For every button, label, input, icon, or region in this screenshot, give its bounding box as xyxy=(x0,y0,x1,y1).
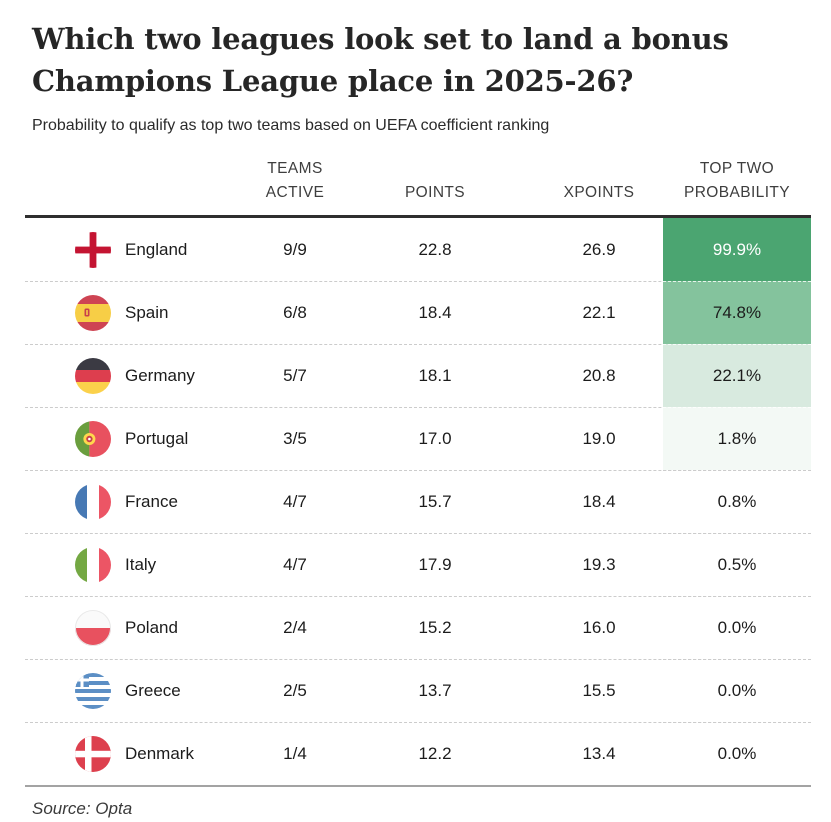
xpoints-value: 20.8 xyxy=(582,366,616,386)
country-label: Germany xyxy=(125,366,195,386)
points-value: 17.0 xyxy=(418,429,452,449)
teams-active-value: 2/5 xyxy=(283,681,307,701)
country-label: Poland xyxy=(125,618,178,638)
header-xpoints: XPOINTS xyxy=(563,184,635,202)
points-value: 18.4 xyxy=(418,303,452,323)
points-value: 17.9 xyxy=(418,555,452,575)
table-row: Greece 2/5 13.7 15.5 0.0% xyxy=(25,659,811,722)
points-value: 18.1 xyxy=(418,366,452,386)
england-flag-icon xyxy=(75,232,111,268)
table-header-row: TEAMS ACTIVE POINTS XPOINTS TOP TWO PROB… xyxy=(25,157,811,219)
table-row: Portugal 3/5 17.0 19.0 1.8% xyxy=(25,407,811,471)
flag-cell xyxy=(25,218,125,281)
top-two-probability-value: 1.8% xyxy=(663,407,811,471)
teams-active-value: 9/9 xyxy=(283,239,307,259)
points-value: 15.7 xyxy=(418,492,452,512)
xpoints-value: 13.4 xyxy=(582,744,616,764)
source-credit: Source: Opta xyxy=(32,799,133,819)
top-two-probability-value: 0.0% xyxy=(663,659,811,722)
xpoints-value: 19.0 xyxy=(582,429,616,449)
xpoints-value: 22.1 xyxy=(582,303,616,323)
header-teams-active: TEAMS ACTIVE xyxy=(265,160,325,202)
points-value: 22.8 xyxy=(418,239,452,259)
xpoints-value: 19.3 xyxy=(582,555,616,575)
xpoints-value: 15.5 xyxy=(582,681,616,701)
country-label: Spain xyxy=(125,303,169,323)
table-row: Italy 4/7 17.9 19.3 0.5% xyxy=(25,533,811,596)
flag-cell xyxy=(25,471,125,533)
flag-cell xyxy=(25,660,125,722)
page-subtitle: Probability to qualify as top two teams … xyxy=(32,117,550,135)
flag-cell xyxy=(25,408,125,470)
teams-active-value: 5/7 xyxy=(283,366,307,386)
country-label: Denmark xyxy=(125,744,194,764)
country-label: Italy xyxy=(125,555,157,575)
xpoints-value: 18.4 xyxy=(582,492,616,512)
teams-active-value: 4/7 xyxy=(283,492,307,512)
flag-cell xyxy=(25,597,125,659)
header-points: POINTS xyxy=(404,184,466,202)
top-two-probability-value: 22.1% xyxy=(663,344,811,408)
league-probability-table: TEAMS ACTIVE POINTS XPOINTS TOP TWO PROB… xyxy=(25,157,811,788)
france-flag-icon xyxy=(75,484,111,520)
poland-flag-icon xyxy=(75,610,111,646)
table-row: Denmark 1/4 12.2 13.4 0.0% xyxy=(25,722,811,785)
table-row: Spain 6/8 18.4 22.1 74.8% xyxy=(25,281,811,345)
flag-cell xyxy=(25,534,125,596)
portugal-flag-icon xyxy=(75,421,111,457)
country-label: Greece xyxy=(125,681,181,701)
top-two-probability-value: 0.0% xyxy=(663,722,811,785)
country-label: England xyxy=(125,239,188,259)
flag-cell xyxy=(25,723,125,785)
page-title: Which two leagues look set to land a bon… xyxy=(32,22,729,99)
top-two-probability-value: 0.5% xyxy=(663,533,811,596)
country-label: France xyxy=(125,492,178,512)
table-row: England 9/9 22.8 26.9 99.9% xyxy=(25,218,811,282)
teams-active-value: 6/8 xyxy=(283,303,307,323)
header-top-two-probability: TOP TWO PROBABILITY xyxy=(683,160,791,202)
points-value: 13.7 xyxy=(418,681,452,701)
xpoints-value: 26.9 xyxy=(582,239,616,259)
top-two-probability-value: 99.9% xyxy=(663,218,811,282)
teams-active-value: 3/5 xyxy=(283,429,307,449)
spain-flag-icon xyxy=(75,295,111,331)
points-value: 15.2 xyxy=(418,618,452,638)
points-value: 12.2 xyxy=(418,744,452,764)
germany-flag-icon xyxy=(75,358,111,394)
teams-active-value: 4/7 xyxy=(283,555,307,575)
teams-active-value: 1/4 xyxy=(283,744,307,764)
table-body: England 9/9 22.8 26.9 99.9% Spain 6/8 18… xyxy=(25,218,811,788)
denmark-flag-icon xyxy=(75,736,111,772)
greece-flag-icon xyxy=(75,673,111,709)
top-two-probability-value: 74.8% xyxy=(663,281,811,345)
top-two-probability-value: 0.8% xyxy=(663,470,811,533)
flag-cell xyxy=(25,282,125,344)
table-row: France 4/7 15.7 18.4 0.8% xyxy=(25,470,811,533)
country-label: Portugal xyxy=(125,429,189,449)
table-row: Poland 2/4 15.2 16.0 0.0% xyxy=(25,596,811,659)
teams-active-value: 2/4 xyxy=(283,618,307,638)
italy-flag-icon xyxy=(75,547,111,583)
top-two-probability-value: 0.0% xyxy=(663,596,811,659)
xpoints-value: 16.0 xyxy=(582,618,616,638)
flag-cell xyxy=(25,345,125,407)
table-row: Germany 5/7 18.1 20.8 22.1% xyxy=(25,344,811,408)
